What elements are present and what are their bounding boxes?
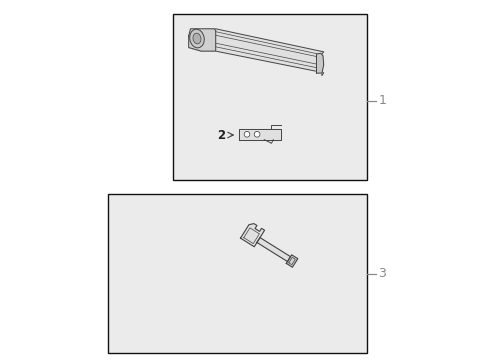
- Polygon shape: [240, 224, 264, 247]
- Polygon shape: [188, 29, 323, 76]
- Polygon shape: [316, 53, 323, 73]
- Polygon shape: [256, 238, 290, 262]
- Polygon shape: [286, 255, 297, 267]
- Polygon shape: [188, 29, 215, 51]
- Polygon shape: [239, 129, 280, 140]
- Bar: [172, 14, 366, 180]
- Bar: [107, 194, 366, 353]
- Circle shape: [244, 131, 249, 137]
- Text: 3: 3: [378, 267, 386, 280]
- Ellipse shape: [189, 29, 204, 48]
- Text: 1: 1: [378, 94, 386, 107]
- Text: 2: 2: [217, 129, 224, 141]
- Circle shape: [254, 131, 260, 137]
- Ellipse shape: [193, 33, 201, 44]
